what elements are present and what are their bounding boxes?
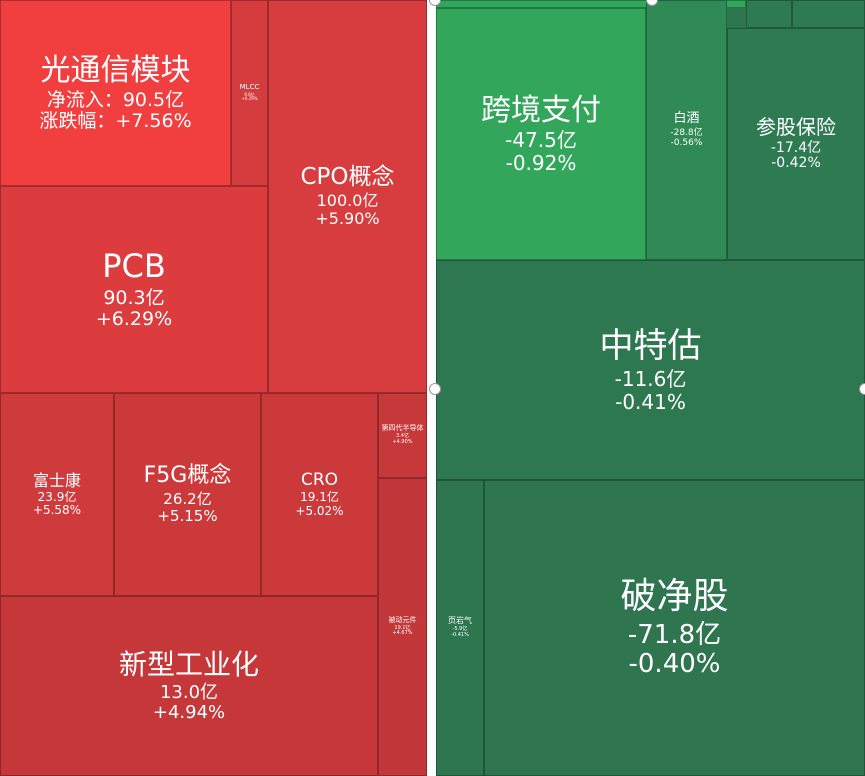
treemap-tile-1-1[interactable]: 白酒 -28.8亿 -0.56%	[646, 0, 727, 260]
tile-name: 页岩气	[448, 616, 472, 626]
tile-flow: 90.3亿	[103, 286, 165, 309]
treemap-tile-1-0[interactable]: 跨境支付 -47.5亿 -0.92%	[436, 8, 646, 260]
tile-change: 涨跌幅：+7.56%	[39, 109, 192, 132]
tile-name: CPO概念	[300, 163, 395, 190]
tile-flow: 23.9亿	[37, 489, 77, 504]
tile-flow: -17.4亿	[770, 139, 822, 156]
tile-name: 参股保险	[756, 115, 836, 140]
treemap-tile-0-7[interactable]: 第四代半导体 3.4亿 +4.90%	[378, 393, 427, 478]
tile-change: +5.90%	[315, 209, 380, 229]
tile-flow: -47.5亿	[505, 128, 577, 153]
treemap-tile-0-4[interactable]: 富士康 23.9亿 +5.58%	[0, 393, 114, 596]
tile-change: +6.29%	[241, 96, 258, 102]
tile-change: +5.58%	[32, 502, 82, 517]
tile-flow: -11.6亿	[614, 367, 687, 392]
treemap-tile-mlcc[interactable]: MLCC 9.6亿 +6.29%	[231, 0, 268, 186]
tile-name: 白酒	[673, 111, 700, 127]
tile-name: 第四代半导体	[381, 424, 424, 433]
tile-flow: -5.9亿	[452, 626, 468, 633]
tile-name: 中特估	[599, 326, 702, 367]
unlabeled-tile	[792, 0, 865, 28]
treemap-tile-1-2[interactable]: 参股保险 -17.4亿 -0.42%	[727, 28, 865, 260]
treemap-tile-f5g[interactable]: F5G概念 26.2亿 +5.15%	[114, 393, 261, 596]
tile-flow: -71.8亿	[627, 619, 722, 650]
tile-change: +6.29%	[95, 307, 173, 330]
tile-change: +5.15%	[157, 506, 218, 525]
tile-flow: 19.1亿	[300, 490, 339, 505]
tile-flow: 9.6亿	[244, 91, 255, 97]
tile-flow: 净流入：90.5亿	[46, 88, 185, 111]
tile-change: +4.94%	[152, 701, 226, 723]
tile-name: 富士康	[32, 470, 81, 490]
tile-change: +4.90%	[392, 438, 413, 445]
tile-change: -0.56%	[670, 137, 703, 148]
tile-change: -0.42%	[771, 155, 821, 172]
tile-name: PCB	[102, 246, 166, 285]
treemap-tile-1-4[interactable]: 页岩气 -5.9亿 -0.41%	[436, 480, 484, 776]
unlabeled-tile	[746, 0, 792, 28]
resize-handle[interactable]	[429, 383, 441, 395]
tile-flow: 3.4亿	[396, 433, 409, 440]
treemap-tile-0-8[interactable]: 被动元件 19.1亿 +4.67%	[378, 478, 427, 776]
tile-change: -0.40%	[628, 648, 721, 679]
tile-flow: 26.2亿	[163, 490, 212, 509]
resize-handle[interactable]	[859, 383, 865, 395]
tile-name: 破净股	[620, 576, 729, 618]
tile-change: -0.41%	[451, 631, 469, 638]
tile-name: 光通信模块	[40, 52, 191, 88]
treemap-tile-0-0[interactable]: 光通信模块 净流入：90.5亿 涨跌幅：+7.56%	[0, 0, 231, 186]
tile-flow: 13.0亿	[159, 681, 219, 703]
tile-change: +4.67%	[392, 630, 413, 637]
tile-name: MLCC	[239, 83, 260, 92]
tile-name: 跨境支付	[481, 92, 601, 128]
treemap-tile-cpo[interactable]: CPO概念 100.0亿 +5.90%	[268, 0, 427, 393]
tile-flow: 100.0亿	[316, 191, 379, 211]
tile-name: 新型工业化	[118, 648, 259, 682]
treemap-tile-1-3[interactable]: 中特估 -11.6亿 -0.41%	[436, 260, 865, 480]
treemap-tile-0-9[interactable]: 新型工业化 13.0亿 +4.94%	[0, 596, 378, 776]
treemap-tile-cro[interactable]: CRO 19.1亿 +5.02%	[261, 393, 378, 596]
tile-change: -0.92%	[505, 150, 577, 175]
tile-name: F5G概念	[143, 463, 232, 489]
treemap-tile-pcb[interactable]: PCB 90.3亿 +6.29%	[0, 186, 268, 393]
tile-change: +5.02%	[295, 503, 344, 518]
tile-name: 被动元件	[388, 615, 417, 624]
tile-flow: -28.8亿	[670, 127, 703, 138]
right-treemap: 跨境支付 -47.5亿 -0.92% 白酒 -28.8亿 -0.56% 参股保险 -17.4亿…	[436, 0, 865, 776]
tile-flow: 19.1亿	[394, 624, 411, 631]
tile-name: CRO	[300, 470, 339, 491]
left-treemap: 光通信模块 净流入：90.5亿 涨跌幅：+7.56% MLCC 9.6亿 +6.29% CP…	[0, 0, 427, 776]
tile-change: -0.41%	[615, 389, 686, 414]
treemap-tile-1-5[interactable]: 破净股 -71.8亿 -0.40%	[484, 480, 865, 776]
